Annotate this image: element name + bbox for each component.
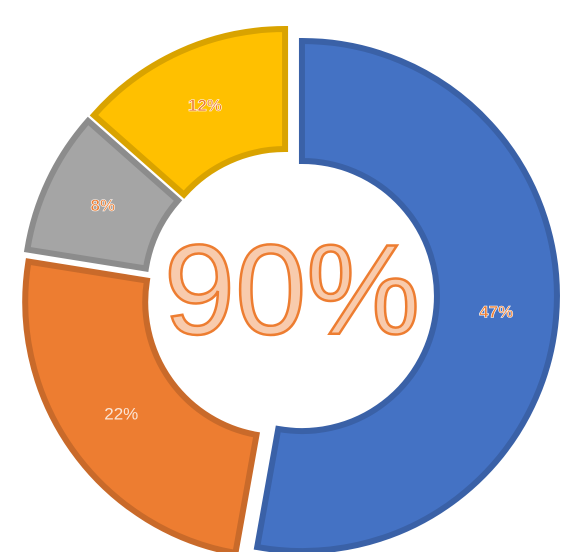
- donut-segment: [22, 258, 260, 552]
- data-label: 8%: [91, 196, 116, 215]
- center-label: 90%: [164, 219, 420, 362]
- data-label: 22%: [104, 404, 138, 423]
- donut-segment: [89, 26, 289, 199]
- donut-segment: [23, 116, 183, 272]
- data-label: 12%: [188, 96, 222, 115]
- data-label: 47%: [479, 303, 513, 322]
- donut-segment: [253, 38, 560, 552]
